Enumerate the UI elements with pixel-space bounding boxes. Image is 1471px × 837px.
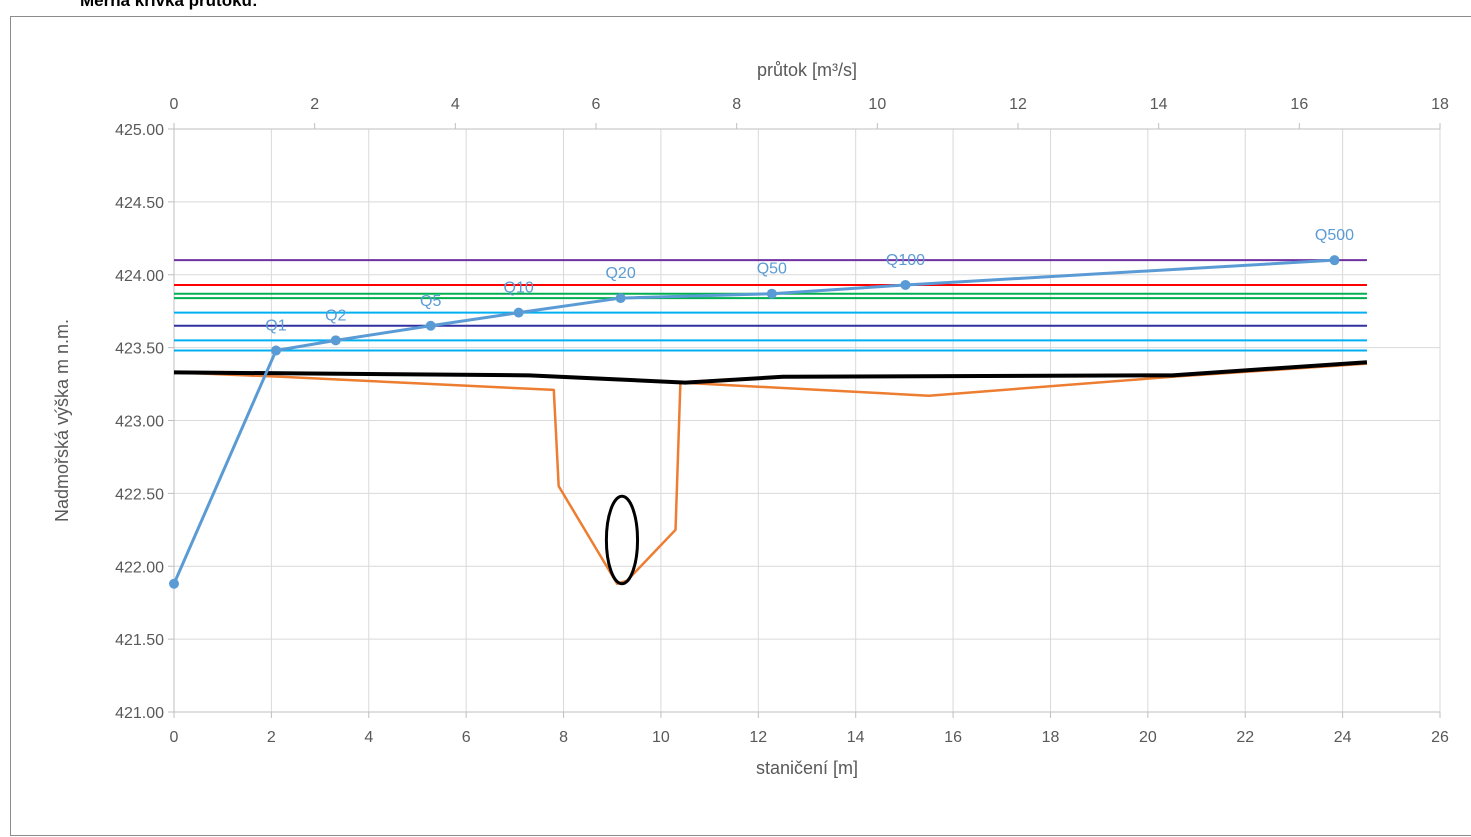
x-tick-label: 2 (267, 729, 276, 746)
x2-tick-label: 18 (1431, 96, 1449, 113)
y-tick-label: 424.00 (115, 268, 164, 285)
x-tick-label: 16 (944, 729, 962, 746)
x-tick-label: 22 (1236, 729, 1254, 746)
rating-point-label: Q100 (886, 252, 925, 269)
rating-curve-point (513, 307, 524, 318)
rating-curve-line (172, 258, 1335, 585)
rating-curve-point (1329, 255, 1340, 266)
rating-point-label: Q20 (605, 265, 635, 282)
x-tick-label: 8 (559, 729, 568, 746)
rating-curve-point (766, 288, 777, 299)
rating-point-label: Q500 (1315, 227, 1354, 244)
marker-ellipse (604, 494, 640, 586)
rating-curve-point (425, 320, 436, 331)
x2-tick-label: 6 (592, 96, 601, 113)
y-tick-label: 424.50 (115, 195, 164, 212)
rating-point-label: Q1 (265, 318, 286, 335)
x-tick-label: 20 (1139, 729, 1157, 746)
y-tick-label: 423.00 (115, 414, 164, 431)
x-axis-title: staničení [m] (756, 758, 858, 778)
x-tick-label: 14 (847, 729, 865, 746)
rating-curve-chart: 0 2 4 6 8 10 12 14 16 18 20 22 24 26421.00421.50422.0… (52, 60, 1449, 778)
rating-curve-point (615, 293, 626, 304)
cross-section-line (173, 362, 1368, 585)
x2-tick-label: 16 (1290, 96, 1308, 113)
x2-tick-label: 4 (451, 96, 460, 113)
x-tick-label: 18 (1042, 729, 1060, 746)
rating-curve-point (270, 345, 281, 356)
y-tick-label: 425.00 (115, 122, 164, 139)
chart-frame: 0 2 4 6 8 10 12 14 16 18 20 22 24 26 421.00 421.50 422.0… (10, 16, 1471, 836)
x-tick-label: 10 (652, 729, 670, 746)
x2-tick-label: 2 (310, 96, 319, 113)
x-tick-label: 26 (1431, 729, 1449, 746)
terrain-line (173, 360, 1368, 385)
x-tick-label: 0 (170, 729, 179, 746)
y-axis-title: Nadmořská výška m n.m. (52, 319, 72, 522)
page-title: Měrná křivka průtoku: (80, 0, 258, 10)
rating-point-label: Q2 (325, 307, 346, 324)
rating-curve-point (900, 279, 911, 290)
rating-point-label: Q5 (420, 293, 441, 310)
x2-tick-label: 8 (732, 96, 741, 113)
x-tick-label: 4 (364, 729, 373, 746)
x2-tick-label: 0 (170, 96, 179, 113)
x-tick-label: 12 (749, 729, 767, 746)
x-tick-label: 6 (462, 729, 471, 746)
y-tick-label: 421.50 (115, 632, 164, 649)
y-tick-label: 422.50 (115, 486, 164, 503)
y-tick-label: 423.50 (115, 341, 164, 358)
rating-point-label: Q10 (504, 280, 534, 297)
x2-tick-label: 12 (1009, 96, 1027, 113)
x2-axis-title: průtok [m³/s] (757, 60, 857, 80)
x2-tick-label: 14 (1150, 96, 1168, 113)
x-tick-label: 24 (1334, 729, 1352, 746)
rating-curve-point (169, 578, 179, 589)
x2-tick-label: 10 (868, 96, 886, 113)
rating-point-label: Q50 (757, 261, 787, 278)
y-tick-label: 422.00 (115, 559, 164, 576)
y-tick-label: 421.00 (115, 705, 164, 722)
rating-curve-point (330, 335, 341, 346)
